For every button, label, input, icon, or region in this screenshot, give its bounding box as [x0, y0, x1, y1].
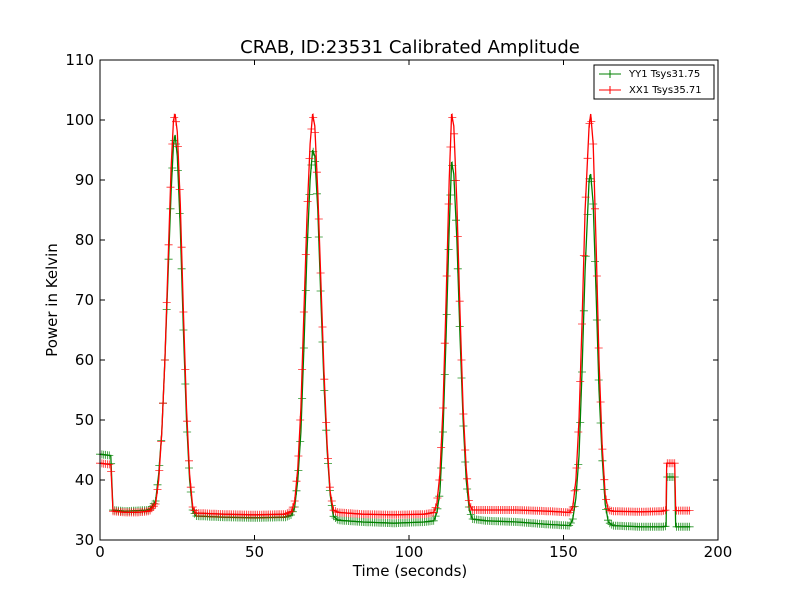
series-line — [99, 113, 691, 516]
x-tick-label: 0 — [95, 543, 105, 561]
y-tick-label: 70 — [75, 291, 94, 309]
x-axis: 0 50 100 150 200 — [95, 60, 732, 561]
series-line — [99, 134, 691, 528]
legend-marker-xx1 — [606, 86, 614, 94]
chart-title: CRAB, ID:23531 Calibrated Amplitude — [240, 37, 580, 58]
y-tick-label: 80 — [75, 231, 94, 249]
y-tick-label: 100 — [65, 111, 94, 129]
y-tick-label: 40 — [75, 471, 94, 489]
series-layer — [96, 113, 694, 531]
legend-marker-yy1 — [606, 70, 614, 78]
legend-box — [593, 64, 715, 100]
legend-label-yy1: YY1 Tsys31.75 — [628, 69, 700, 80]
y-axis-label: Power in Kelvin — [43, 243, 61, 357]
legend: YY1 Tsys31.75 XX1 Tsys35.71 — [593, 64, 715, 100]
x-tick-label: 100 — [395, 543, 424, 561]
y-axis: 30 40 50 60 70 80 90 100 110 — [65, 51, 718, 549]
series-1 — [96, 113, 694, 519]
x-tick-label: 50 — [245, 543, 264, 561]
x-axis-label: Time (seconds) — [352, 562, 468, 580]
y-tick-label: 50 — [75, 411, 94, 429]
y-tick-label: 90 — [75, 171, 94, 189]
legend-label-xx1: XX1 Tsys35.71 — [629, 85, 702, 96]
x-tick-label: 150 — [549, 543, 578, 561]
x-tick-label: 200 — [704, 543, 733, 561]
y-tick-label: 30 — [75, 531, 94, 549]
y-tick-label: 60 — [75, 351, 94, 369]
y-tick-label: 110 — [65, 51, 94, 69]
